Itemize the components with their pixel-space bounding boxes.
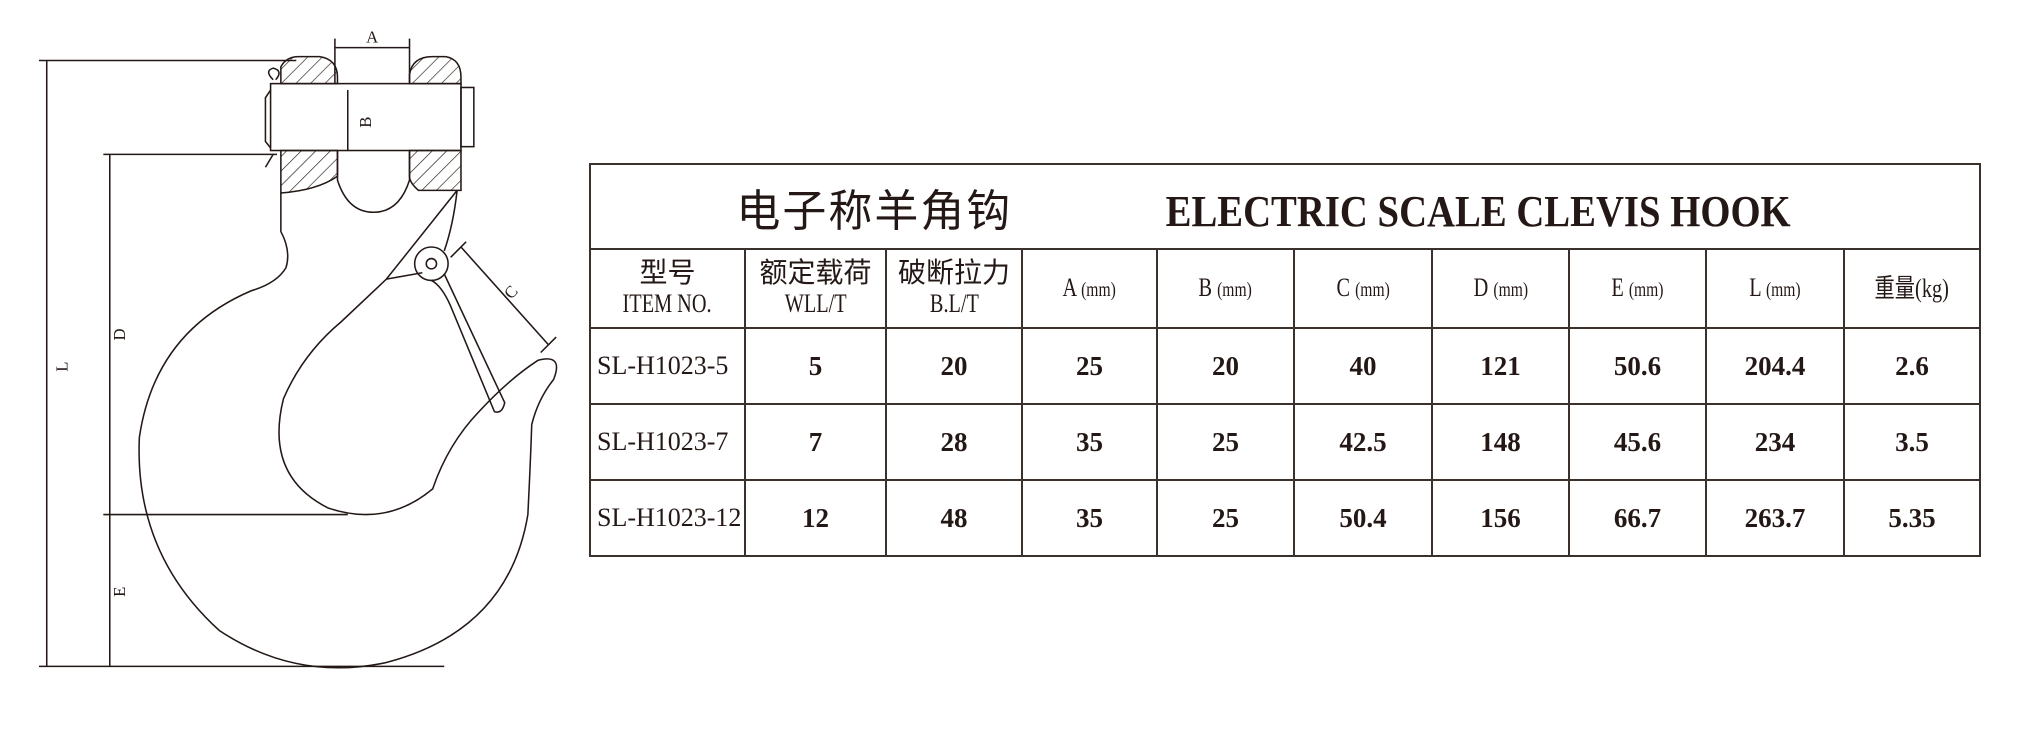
header-a: A (mm)	[1021, 248, 1158, 329]
cell-d: 148	[1431, 403, 1570, 481]
cell-e: 66.7	[1568, 479, 1707, 557]
cell-b: 25	[1156, 403, 1295, 481]
dimension-label-L: L	[52, 362, 71, 372]
header-l: L (mm)	[1705, 248, 1845, 329]
cell-d: 156	[1431, 479, 1570, 557]
header-e: E (mm)	[1568, 248, 1707, 329]
header-weight: 重量(kg)	[1842, 248, 1982, 329]
clevis-pin	[264, 67, 475, 168]
cell-a: 35	[1021, 479, 1158, 557]
header-c: C (mm)	[1293, 248, 1433, 329]
dimension-label-C: C	[500, 282, 522, 303]
title-chinese: 电子称羊角钩	[736, 186, 1013, 236]
cell-e: 45.6	[1568, 403, 1707, 481]
header-item-no: 型号 ITEM NO.	[589, 248, 746, 329]
table-row: SL-H1023-7 7 28 35 25 42.5 148 45.6 234 …	[589, 403, 1982, 481]
cell-item-no: SL-H1023-12	[589, 479, 746, 557]
cell-bl: 20	[885, 327, 1023, 405]
table-row: SL-H1023-12 12 48 35 25 50.4 156 66.7 26…	[589, 479, 1982, 557]
header-wll: 额定载荷 WLL/T	[744, 248, 887, 329]
table-row: SL-H1023-5 5 20 25 20 40 121 50.6 204.4 …	[589, 327, 1982, 405]
cell-e: 50.6	[1568, 327, 1707, 405]
cell-d: 121	[1431, 327, 1570, 405]
cell-bl: 28	[885, 403, 1023, 481]
header-b: B (mm)	[1156, 248, 1295, 329]
cell-weight: 5.35	[1842, 479, 1982, 557]
dimension-label-E: E	[110, 587, 129, 597]
dimension-B: B	[346, 90, 375, 151]
table-header-row: 型号 ITEM NO. 额定载荷 WLL/T 破断拉力 B.L/T A (mm) B …	[589, 248, 1982, 329]
cell-b: 20	[1156, 327, 1295, 405]
hook-body	[138, 189, 558, 669]
header-d: D (mm)	[1431, 248, 1570, 329]
cell-l: 234	[1705, 403, 1845, 481]
dimension-label-A: A	[366, 27, 378, 46]
cell-item-no: SL-H1023-5	[589, 327, 746, 405]
header-bl: 破断拉力 B.L/T	[885, 248, 1023, 329]
cell-weight: 2.6	[1842, 327, 1982, 405]
dimension-D-E: D E	[103, 153, 348, 667]
table-title-row: 电子称羊角钩 ELECTRIC SCALE CLEVIS HOOK	[588, 163, 1982, 250]
cell-c: 40	[1293, 327, 1433, 405]
cell-weight: 3.5	[1842, 403, 1982, 481]
spec-table: 电子称羊角钩 ELECTRIC SCALE CLEVIS HOOK 型号 ITEM…	[588, 163, 1982, 557]
cell-c: 50.4	[1293, 479, 1433, 557]
cell-l: 204.4	[1705, 327, 1845, 405]
cell-wll: 7	[744, 403, 887, 481]
cell-wll: 5	[744, 327, 887, 405]
cell-wll: 12	[744, 479, 887, 557]
dimension-C: C	[450, 241, 557, 354]
dimension-label-B: B	[356, 117, 375, 128]
cell-item-no: SL-H1023-7	[589, 403, 746, 481]
cell-a: 25	[1021, 327, 1158, 405]
cell-b: 25	[1156, 479, 1295, 557]
dimension-A: A	[334, 27, 411, 84]
cell-l: 263.7	[1705, 479, 1845, 557]
clevis-section	[280, 55, 462, 214]
dimension-label-D: D	[110, 328, 129, 340]
cell-c: 42.5	[1293, 403, 1433, 481]
cell-bl: 48	[885, 479, 1023, 557]
title-english: ELECTRIC SCALE CLEVIS HOOK	[1166, 186, 1792, 236]
cell-a: 35	[1021, 403, 1158, 481]
dimension-L: L	[39, 59, 445, 668]
hook-latch	[386, 190, 506, 413]
